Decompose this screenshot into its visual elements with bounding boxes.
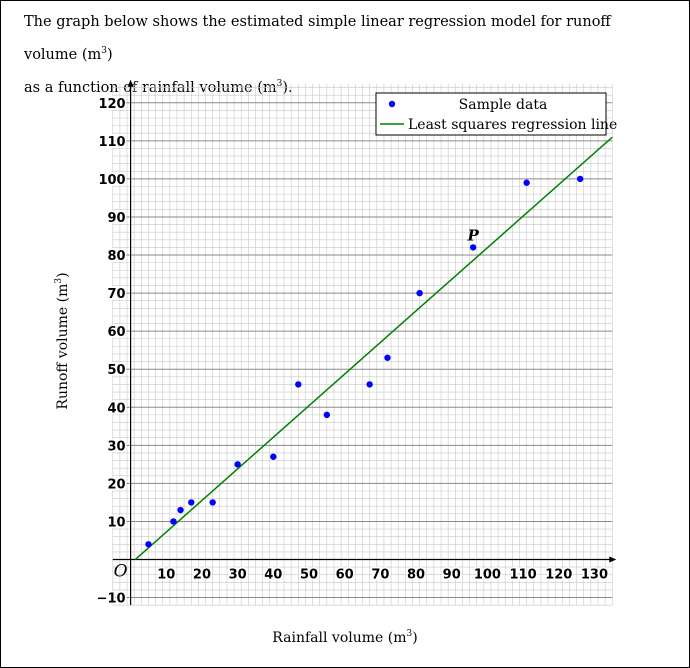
grid xyxy=(112,83,613,606)
intro-line-2: as a function of rainfall volume (m3). xyxy=(24,70,664,103)
data-point xyxy=(576,175,584,183)
y-tick-label: 20 xyxy=(108,477,126,492)
data-point xyxy=(209,499,216,506)
x-tick-label: 130 xyxy=(581,568,608,583)
data-point xyxy=(270,453,277,460)
legend-box xyxy=(375,92,607,136)
x-axis-arrow xyxy=(609,556,617,563)
regression-line xyxy=(134,136,613,561)
x-tick-label: 30 xyxy=(229,568,247,583)
y-tick-label: 70 xyxy=(108,287,126,302)
legend: Sample data Least squares regression line xyxy=(375,92,617,136)
y-tick-label: 40 xyxy=(108,401,126,416)
intro-line-1: The graph below shows the estimated simp… xyxy=(24,8,664,70)
y-tick-label: 100 xyxy=(98,173,125,188)
origin-label: O xyxy=(114,562,128,582)
x-tick-label: 50 xyxy=(300,568,318,583)
y-tick-label: 90 xyxy=(108,211,126,226)
y-tick-label: 120 xyxy=(98,97,125,112)
legend-marker-scatter xyxy=(388,100,396,108)
y-tick-label: 10 xyxy=(108,515,126,530)
x-tick-label: 60 xyxy=(336,568,354,583)
data-point xyxy=(145,541,152,548)
data-point xyxy=(234,461,241,468)
x-tick-label: 90 xyxy=(443,568,461,583)
y-tick-label: 30 xyxy=(108,439,126,454)
intro-line-1-text: The graph below shows the estimated simp… xyxy=(24,14,611,63)
y-tick-label: 50 xyxy=(108,363,126,378)
intro-line-2-text: as a function of rainfall volume (m xyxy=(24,80,277,96)
legend-label-line: Least squares regression line xyxy=(408,117,617,133)
legend-label-scatter: Sample data xyxy=(459,97,548,113)
y-tick-label: 60 xyxy=(108,325,126,340)
intro-text: The graph below shows the estimated simp… xyxy=(24,8,664,103)
intro-line-1-sup: 3 xyxy=(101,46,107,56)
point-label: P xyxy=(466,226,479,244)
data-point xyxy=(177,506,184,514)
data-point xyxy=(323,411,331,419)
y-axis-arrow xyxy=(127,79,134,87)
data-point xyxy=(416,289,423,297)
data-point xyxy=(469,244,477,251)
data-point xyxy=(295,381,302,388)
y-tick-label: 80 xyxy=(108,249,126,264)
data-point xyxy=(384,354,391,361)
y-axis-label: Runoff volume (m3) xyxy=(54,272,71,409)
x-tick-label: 100 xyxy=(474,568,501,583)
x-tick-label: 120 xyxy=(545,568,572,583)
y-tick-label: 110 xyxy=(98,135,125,150)
data-point xyxy=(188,499,195,506)
x-axis-label: Rainfall volume (m3) xyxy=(272,629,417,646)
x-tick-label: 110 xyxy=(510,568,537,583)
data-point xyxy=(523,179,530,186)
x-tick-label: 20 xyxy=(193,568,211,583)
x-tick-label: 80 xyxy=(407,568,425,583)
x-tick-label: 10 xyxy=(157,568,175,583)
data-point xyxy=(170,518,177,525)
intro-line-2-sup: 3 xyxy=(276,79,283,89)
intro-line-1-end: ) xyxy=(106,47,113,63)
intro-line-2-end: ). xyxy=(282,80,293,96)
x-tick-label: 70 xyxy=(371,568,389,583)
data-point xyxy=(366,381,373,388)
x-tick-label: 40 xyxy=(264,568,282,583)
y-tick-label: −10 xyxy=(97,592,126,607)
